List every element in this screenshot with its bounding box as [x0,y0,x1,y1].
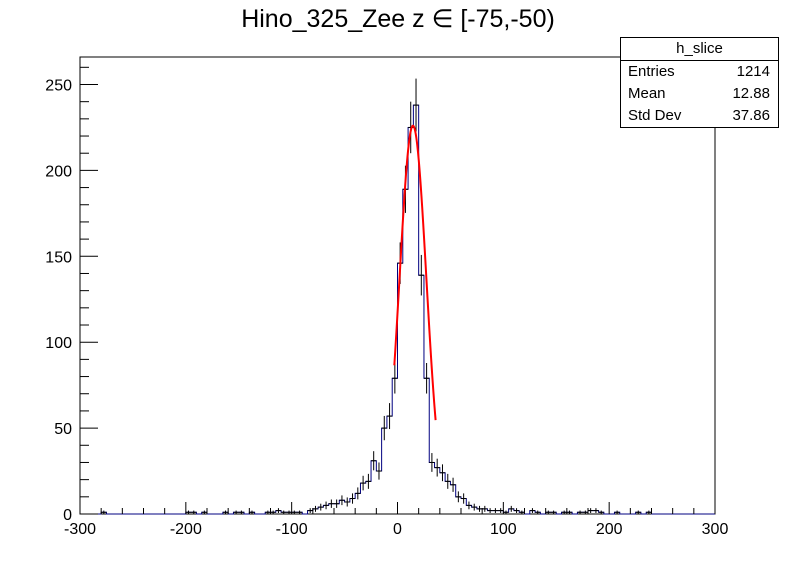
stats-row-entries: Entries 1214 [621,61,778,83]
x-tick-label: -200 [170,521,202,538]
histogram-outline [80,104,715,515]
error-bars [101,78,652,514]
chart-title: Hino_325_Zee z ∈ [-75,-50) [241,5,555,33]
stats-value: 12.88 [732,85,770,102]
y-tick-label: 0 [63,507,72,524]
stats-label: Mean [628,85,666,102]
stats-value: 1214 [736,63,770,80]
y-tick-label: 200 [45,163,72,180]
stats-row-stddev: Std Dev 37.86 [621,105,778,127]
stats-label: Entries [628,63,675,80]
x-tick-label: -300 [64,521,96,538]
gaussian-fit [393,124,437,421]
x-tick-label: 100 [490,521,517,538]
y-tick-label: 150 [45,249,72,266]
axes: -300 -200 -100 0 100 200 300 0 50 100 150 200 250 [45,66,729,538]
y-tick-label: 100 [45,335,72,352]
stats-label: Std Dev [628,107,682,124]
stats-box: h_slice Entries 1214 Mean 12.88 Std Dev … [620,37,779,128]
fit-curve [393,124,437,421]
stats-value: 37.86 [732,107,770,124]
histogram-bars [80,104,715,515]
y-tick-label: 250 [45,77,72,94]
x-tick-label: 200 [596,521,623,538]
stats-name: h_slice [621,38,778,61]
y-tick-label: 50 [54,421,72,438]
stats-row-mean: Mean 12.88 [621,83,778,105]
x-tick-label: 300 [702,521,729,538]
x-tick-label: 0 [393,521,402,538]
x-tick-label: -100 [276,521,308,538]
